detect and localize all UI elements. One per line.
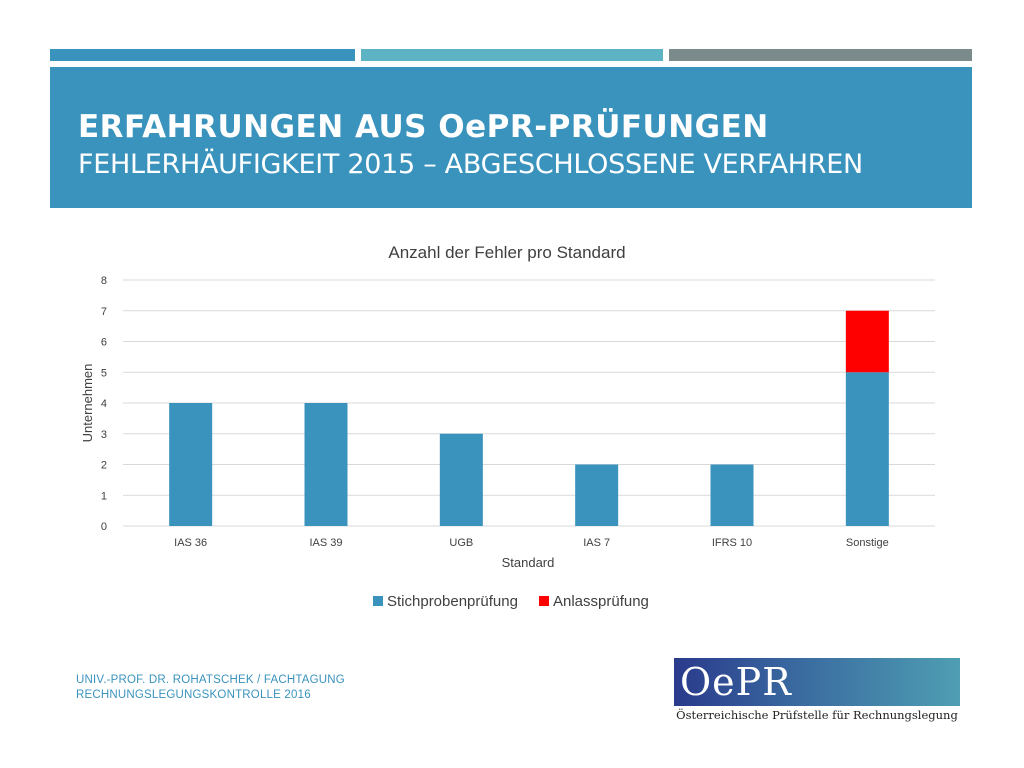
x-tick-label: Sonstige — [846, 537, 889, 549]
legend-label: Stichprobenprüfung — [387, 593, 518, 610]
bar-ias-39-stichprobe — [304, 403, 348, 526]
x-tick-label: IFRS 10 — [712, 537, 752, 549]
legend-swatch — [373, 596, 383, 606]
accent-stripe-middle — [361, 49, 663, 61]
bar-sonstige-stichprobe — [845, 372, 889, 526]
chart-bars — [169, 310, 889, 526]
y-tick-label: 0 — [101, 521, 107, 533]
bar-sonstige-anlass — [845, 310, 889, 373]
slide-title: ERFAHRUNGEN AUS OePR-PRÜFUNGEN — [78, 109, 769, 145]
y-tick-label: 8 — [101, 275, 107, 287]
x-tick-label: IAS 7 — [583, 537, 610, 549]
y-tick-label: 3 — [101, 429, 107, 441]
bar-chart: Anzahl der Fehler pro Standard 0 1 2 3 4 5 6 7 8… — [80, 243, 935, 610]
bar-ugb-stichprobe — [439, 433, 483, 526]
slide-header: ERFAHRUNGEN AUS OePR-PRÜFUNGEN FEHLERHÄU… — [50, 67, 972, 208]
y-tick-label: 2 — [101, 460, 107, 472]
y-tick-label: 5 — [101, 367, 107, 379]
logo-tagline: Österreichische Prüfstelle für Rechnungs… — [676, 708, 958, 722]
accent-stripe-right — [669, 49, 972, 61]
logo-banner: OePR — [674, 658, 960, 706]
x-tick-label: IAS 39 — [309, 537, 342, 549]
oepr-logo: OePR Österreichische Prüfstelle für Rech… — [674, 658, 960, 724]
y-tick-label: 7 — [101, 306, 107, 318]
footer-line-event: RECHNUNGSLEGUNGSKONTROLLE 2016 — [76, 689, 311, 701]
footer-credit: UNIV.-PROF. DR. ROHATSCHEK / FACHTAGUNG … — [76, 673, 345, 703]
logo-wordmark: OePR — [680, 660, 792, 704]
chart-title: Anzahl der Fehler pro Standard — [388, 243, 625, 262]
y-tick-label: 1 — [101, 490, 107, 502]
bar-ifrs-10-stichprobe — [710, 464, 754, 526]
x-axis-label: Standard — [502, 555, 555, 570]
y-tick-label: 6 — [101, 337, 107, 349]
x-axis-ticks: IAS 36 IAS 39 UGB IAS 7 IFRS 10 Sonstige — [174, 537, 889, 549]
chart-gridlines — [123, 279, 935, 527]
accent-stripe-left — [50, 49, 355, 61]
chart-legend: Stichprobenprüfung Anlassprüfung — [373, 593, 649, 610]
y-axis-label: Unternehmen — [80, 364, 95, 443]
y-axis-ticks: 0 1 2 3 4 5 6 7 8 — [101, 275, 107, 533]
legend-label: Anlassprüfung — [553, 593, 649, 610]
bar-ias-36-stichprobe — [169, 403, 213, 526]
footer-line-author: UNIV.-PROF. DR. ROHATSCHEK / FACHTAGUNG — [76, 674, 345, 686]
y-tick-label: 4 — [101, 398, 107, 410]
bar-ias-7-stichprobe — [575, 464, 619, 526]
x-tick-label: IAS 36 — [174, 537, 207, 549]
legend-swatch — [539, 596, 549, 606]
x-tick-label: UGB — [449, 537, 473, 549]
slide-subtitle: FEHLERHÄUFIGKEIT 2015 – ABGESCHLOSSENE V… — [78, 149, 863, 180]
